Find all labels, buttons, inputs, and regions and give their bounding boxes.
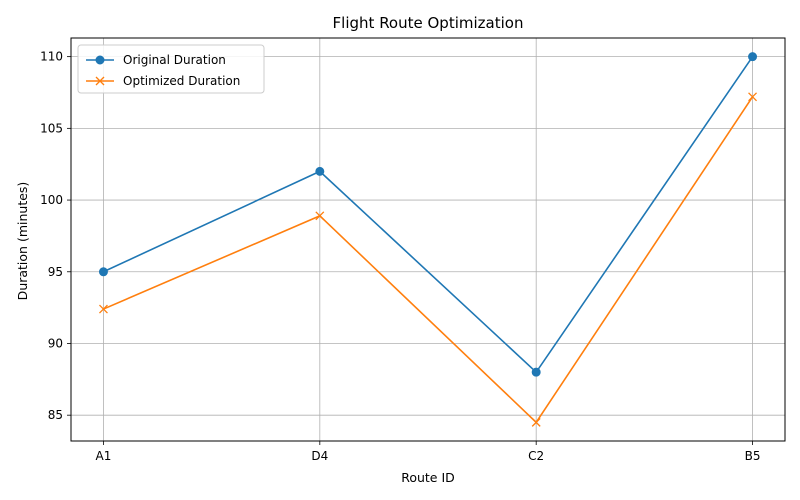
y-tick-label: 95 [48, 265, 63, 279]
plot-frame [70, 37, 786, 442]
y-axis-label: Duration (minutes) [15, 182, 30, 301]
y-tick-label: 105 [40, 121, 63, 135]
data-point [98, 304, 108, 314]
data-point [98, 267, 108, 277]
series-line [103, 96, 754, 424]
legend-marker [95, 55, 105, 65]
series-layer [98, 52, 758, 427]
legend-item: Optimized Duration [86, 74, 240, 88]
legend: Original Duration Optimized Duration [77, 44, 265, 94]
data-point [531, 367, 541, 377]
data-point [748, 92, 758, 102]
y-tick-label: 100 [40, 193, 63, 207]
x-tick-label: D4 [311, 449, 328, 463]
y-tick-label: 85 [48, 408, 63, 422]
series-2 [98, 92, 758, 427]
x-tick-label: A1 [96, 449, 112, 463]
legend-label: Original Duration [123, 53, 226, 67]
legend-marker [95, 76, 105, 86]
y-tick-label: 110 [40, 50, 63, 64]
legend-item: Original Duration [86, 53, 226, 67]
data-point [531, 417, 541, 427]
data-point [315, 166, 325, 176]
x-axis-label: Route ID [401, 470, 455, 485]
ticks: A1 D4 C2 B5 85 90 95 100 105 110 [40, 50, 760, 463]
y-tick-label: 90 [48, 336, 63, 350]
data-point [315, 211, 325, 221]
series-1 [98, 52, 758, 377]
data-point [748, 52, 758, 62]
legend-label: Optimized Duration [123, 74, 240, 88]
chart-title: Flight Route Optimization [333, 14, 524, 32]
series-line [103, 56, 754, 374]
x-tick-label: B5 [745, 449, 761, 463]
legend-box [77, 44, 265, 94]
grid [71, 38, 785, 441]
x-tick-label: C2 [528, 449, 544, 463]
